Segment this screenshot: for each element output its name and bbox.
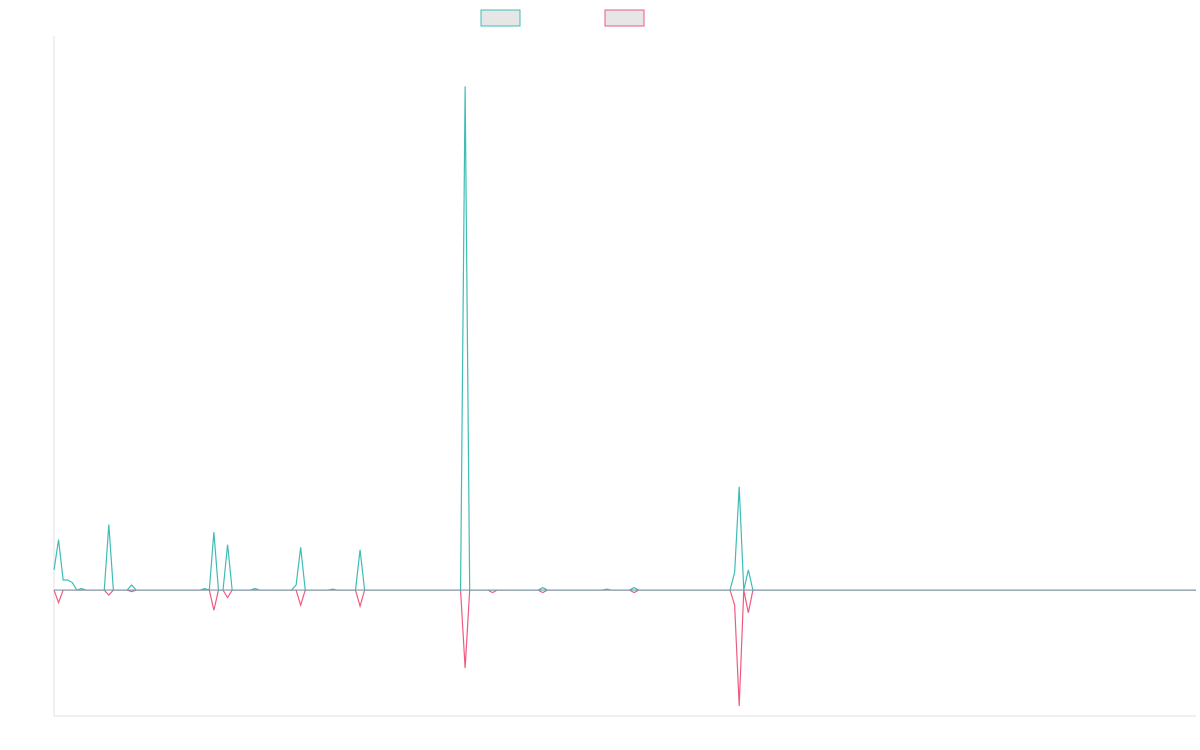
legend-swatch-2[interactable] (604, 9, 645, 27)
series-group (53, 86, 1196, 706)
series-line-1 (53, 86, 1196, 591)
legend-swatch-1[interactable] (480, 9, 521, 27)
series-line-2 (53, 589, 1196, 706)
axes (53, 36, 1196, 717)
legend (480, 9, 645, 27)
